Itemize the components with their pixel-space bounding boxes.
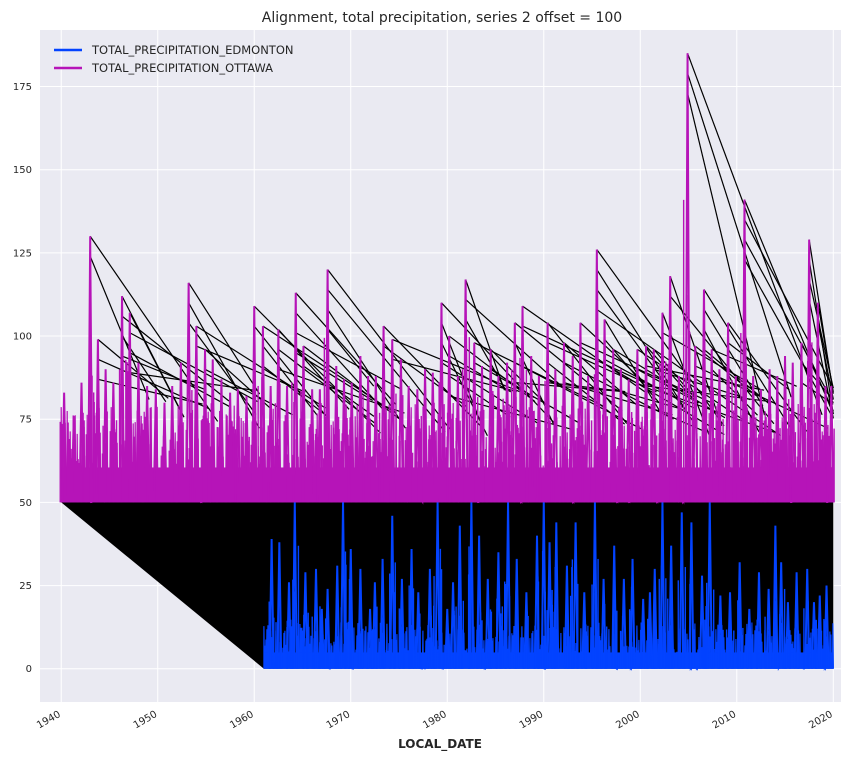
alignment-connector <box>604 319 662 414</box>
series-peak <box>227 392 234 503</box>
series-peak <box>209 359 216 503</box>
alignment-lines <box>61 53 834 669</box>
chart-title: Alignment, total precipitation, series 2… <box>262 10 622 26</box>
alignment-connector <box>295 312 385 412</box>
series-peak <box>591 502 598 669</box>
series-peak <box>61 392 68 503</box>
x-tick-label: 1960 <box>228 709 256 731</box>
alignment-connector <box>596 269 699 430</box>
y-tick-label: 100 <box>13 332 32 343</box>
series-peak <box>434 502 441 669</box>
series-peak <box>185 282 192 503</box>
alignment-connector <box>686 53 823 415</box>
x-tick-label: 2010 <box>711 709 739 731</box>
ottawa-series <box>59 53 835 505</box>
alignment-connector <box>522 325 658 389</box>
series-peak <box>750 375 757 503</box>
alignment-connector <box>262 345 318 416</box>
series-peak <box>706 502 713 669</box>
alignment-connector <box>465 279 506 391</box>
y-tick-label: 75 <box>19 415 32 426</box>
x-tick-label: 1990 <box>518 709 546 731</box>
series-peak <box>572 522 579 669</box>
alignment-connector <box>817 302 834 392</box>
series-peak <box>243 395 250 503</box>
alignment-connector <box>474 342 607 409</box>
legend-label-edmonton: TOTAL_PRECIPITATION_EDMONTON <box>91 43 293 57</box>
alignment-connector <box>188 282 261 395</box>
alignment-connector <box>441 302 554 423</box>
series-peak <box>380 326 387 503</box>
alignment-connector <box>727 342 790 391</box>
y-tick-labels: 0 25 50 75 100 125 150 175 <box>13 82 32 675</box>
series-peak <box>357 356 364 503</box>
alignment-connector <box>686 73 792 398</box>
alignment-connector <box>645 385 773 403</box>
series-peak <box>519 306 526 503</box>
series-peak <box>487 349 494 503</box>
alignment-connector <box>188 322 257 415</box>
series-peak <box>823 585 830 669</box>
series-peak <box>544 322 551 503</box>
series-peak <box>484 578 491 669</box>
y-tick-label: 0 <box>26 664 32 675</box>
series-peak <box>650 349 657 503</box>
x-tick-label: 1940 <box>35 709 63 731</box>
alignment-connector <box>808 299 834 419</box>
x-tick-label: 1970 <box>325 709 353 731</box>
series-peak <box>774 375 781 503</box>
series-peak <box>504 362 511 503</box>
x-tick-label: 1980 <box>421 709 449 731</box>
series-peak <box>569 356 576 503</box>
y-tick-label: 125 <box>13 248 32 259</box>
x-tick-label: 1950 <box>132 709 160 731</box>
legend: TOTAL_PRECIPITATION_EDMONTON TOTAL_PRECI… <box>54 43 293 75</box>
alignment-connector <box>129 332 258 403</box>
series-peak <box>309 389 316 503</box>
alignment-connector <box>669 295 775 425</box>
y-tick-label: 175 <box>13 82 32 93</box>
y-tick-label: 150 <box>13 165 32 176</box>
x-tick-label: 2000 <box>614 709 642 731</box>
series-peak <box>546 542 553 669</box>
alignment-connector <box>327 329 375 387</box>
alignment-connector <box>303 365 375 417</box>
alignment-connector <box>392 358 517 393</box>
series-peak <box>313 568 320 669</box>
alignment-connector <box>97 378 203 405</box>
edmonton-series <box>263 502 834 672</box>
series-peak <box>316 389 323 503</box>
alignment-connector <box>129 372 257 392</box>
series-peak <box>563 565 570 669</box>
alignment-fill <box>61 502 834 669</box>
alignment-connector <box>253 325 329 420</box>
series-peak <box>119 296 126 503</box>
series-peak <box>646 592 653 669</box>
y-tick-label: 50 <box>19 498 32 509</box>
alignment-connector <box>295 292 397 405</box>
alignment-connector <box>448 355 512 393</box>
x-tick-labels: 1940 1950 1960 1970 1980 1990 2000 2010 2020 <box>35 709 835 731</box>
series-peak <box>727 592 734 669</box>
alignment-connector <box>711 348 797 387</box>
y-tick-label: 25 <box>19 581 32 592</box>
series-peak <box>462 279 469 503</box>
series-peak <box>468 502 475 669</box>
series-peak <box>789 362 796 503</box>
legend-label-ottawa: TOTAL_PRECIPITATION_OTTAWA <box>91 61 273 75</box>
series-peak <box>444 608 451 669</box>
series-peak <box>94 339 101 503</box>
alignment-connector <box>204 348 271 409</box>
alignment-connector <box>121 315 230 402</box>
series-peak <box>782 356 789 503</box>
x-axis-label: LOCAL_DATE <box>398 737 482 752</box>
series-peak <box>144 385 151 503</box>
x-tick-label: 2020 <box>807 709 835 731</box>
alignment-connector <box>121 355 207 391</box>
series-peak <box>651 568 658 669</box>
series-peak <box>577 322 584 503</box>
series-peak <box>372 375 379 503</box>
